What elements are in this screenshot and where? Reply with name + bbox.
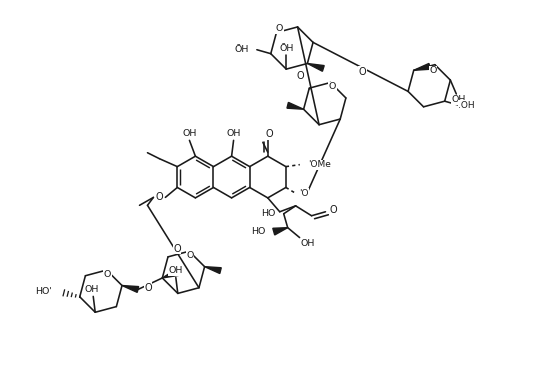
- Text: O: O: [329, 82, 336, 91]
- Text: O: O: [429, 66, 437, 75]
- Text: ŌH: ŌH: [279, 44, 294, 53]
- Text: OH: OH: [451, 95, 465, 104]
- Text: O: O: [266, 129, 273, 139]
- Text: OH: OH: [169, 266, 183, 275]
- Text: O: O: [276, 24, 283, 33]
- Text: O: O: [359, 67, 366, 77]
- Text: O: O: [144, 283, 152, 293]
- Text: O: O: [296, 71, 304, 81]
- Text: O: O: [173, 243, 181, 254]
- Polygon shape: [307, 64, 324, 71]
- Polygon shape: [205, 267, 221, 273]
- Text: ŌH: ŌH: [234, 45, 249, 54]
- Text: 'O: 'O: [299, 189, 309, 198]
- Text: OH: OH: [84, 285, 98, 294]
- Text: O: O: [186, 251, 194, 260]
- Polygon shape: [414, 64, 431, 70]
- Text: O: O: [329, 205, 337, 215]
- Text: O: O: [104, 269, 111, 278]
- Polygon shape: [162, 269, 179, 278]
- Text: HO: HO: [251, 227, 266, 236]
- Text: .OH: .OH: [458, 101, 475, 110]
- Polygon shape: [273, 228, 288, 235]
- Text: O: O: [156, 192, 163, 202]
- Text: OH: OH: [227, 129, 241, 138]
- Text: OH: OH: [300, 239, 315, 248]
- Text: HO: HO: [261, 209, 276, 218]
- Text: 'OMe: 'OMe: [308, 160, 331, 169]
- Polygon shape: [122, 285, 139, 292]
- Polygon shape: [287, 103, 304, 109]
- Text: OH: OH: [182, 129, 196, 138]
- Text: HO': HO': [35, 287, 52, 296]
